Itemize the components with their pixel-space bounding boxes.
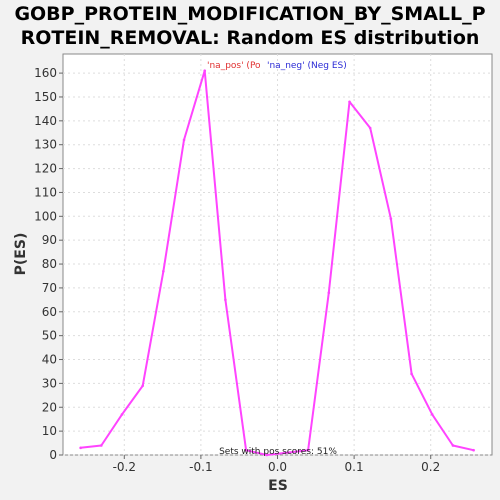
x-tick-label: -0.1 <box>189 460 212 474</box>
x-tick-label: -0.2 <box>113 460 136 474</box>
data-point <box>100 444 103 447</box>
y-tick-label: 160 <box>34 66 57 80</box>
data-point <box>265 453 269 457</box>
legend-entry-neg: 'na_neg' (Neg ES) <box>267 61 347 71</box>
y-tick-label: 10 <box>42 424 57 438</box>
data-point <box>141 384 144 388</box>
data-point <box>348 100 351 104</box>
y-tick-label: 140 <box>34 114 57 128</box>
axis-layer: 0 10 20 30 40 50 60 70 80 90 100 110 120 130 140 150 160… <box>34 66 440 474</box>
data-point <box>368 126 372 130</box>
data-point <box>389 217 393 220</box>
data-point <box>430 413 434 416</box>
data-point <box>410 372 413 376</box>
x-axis-label: ES <box>268 478 288 494</box>
y-tick-label: 120 <box>34 162 57 176</box>
y-tick-label: 20 <box>42 400 57 414</box>
y-tick-label: 30 <box>42 376 57 390</box>
data-point <box>120 413 124 416</box>
data-point <box>182 138 186 142</box>
x-tick-label: 0.0 <box>268 460 287 474</box>
data-point <box>79 446 82 450</box>
y-tick-label: 50 <box>42 329 57 343</box>
y-tick-label: 100 <box>34 209 57 223</box>
y-tick-label: 80 <box>42 257 57 271</box>
data-point <box>451 444 455 447</box>
y-axis-label: P(ES) <box>13 233 29 276</box>
series-line-0 <box>80 69 474 456</box>
y-tick-label: 130 <box>34 138 57 152</box>
grid-layer <box>63 54 492 456</box>
y-tick-label: 70 <box>42 281 57 295</box>
y-tick-label: 40 <box>42 353 57 367</box>
y-tick-label: 150 <box>34 90 57 104</box>
data-point <box>286 451 289 454</box>
y-tick-label: 90 <box>42 233 57 247</box>
legend-entry-pos: 'na_pos' (Po <box>207 61 261 71</box>
data-point <box>244 448 248 452</box>
annotation-pos-scores: Sets with pos scores: 51% <box>219 447 337 457</box>
data-point <box>327 291 331 294</box>
data-point <box>306 448 310 452</box>
data-point <box>203 69 207 73</box>
data-point <box>224 298 227 302</box>
chart-title-line-2: ROTEIN_REMOVAL: Random ES distribution <box>21 27 480 49</box>
data-point <box>162 269 165 273</box>
series-layer <box>79 69 475 457</box>
chart-title-line-1: GOBP_PROTEIN_MODIFICATION_BY_SMALL_P <box>14 3 485 25</box>
x-tick-label: 0.1 <box>345 460 364 474</box>
y-tick-label: 60 <box>42 305 57 319</box>
y-tick-label: 110 <box>34 185 57 199</box>
data-point <box>472 448 475 452</box>
x-tick-label: 0.2 <box>421 460 440 474</box>
y-tick-label: 0 <box>49 448 57 462</box>
